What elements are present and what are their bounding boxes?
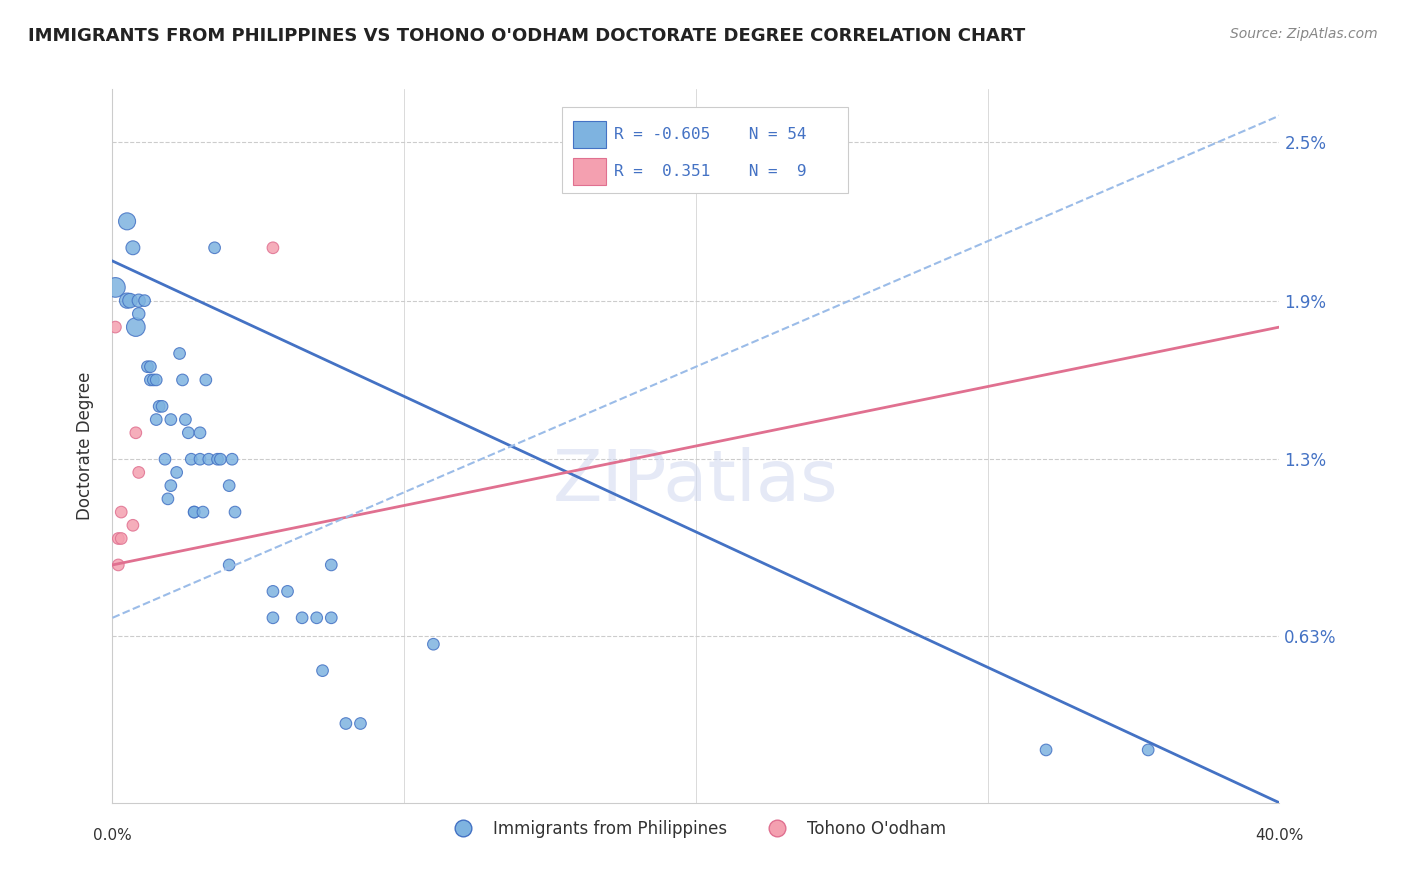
Point bbox=[262, 584, 284, 599]
Point bbox=[169, 346, 191, 360]
Point bbox=[305, 611, 328, 625]
Point bbox=[1137, 743, 1160, 757]
Text: IMMIGRANTS FROM PHILIPPINES VS TOHONO O'ODHAM DOCTORATE DEGREE CORRELATION CHART: IMMIGRANTS FROM PHILIPPINES VS TOHONO O'… bbox=[28, 27, 1025, 45]
Point bbox=[150, 400, 173, 414]
Point bbox=[145, 373, 167, 387]
Point bbox=[110, 532, 132, 546]
Point bbox=[291, 611, 314, 625]
Point bbox=[177, 425, 200, 440]
Point bbox=[139, 373, 162, 387]
Point bbox=[204, 241, 226, 255]
Point bbox=[183, 505, 205, 519]
Point bbox=[349, 716, 371, 731]
Point bbox=[104, 320, 127, 334]
Point bbox=[128, 293, 150, 308]
Point bbox=[1035, 743, 1057, 757]
Point bbox=[160, 478, 183, 492]
Point bbox=[107, 532, 129, 546]
Text: 40.0%: 40.0% bbox=[1256, 828, 1303, 843]
FancyBboxPatch shape bbox=[574, 158, 606, 185]
Text: R =  0.351    N =  9: R = 0.351 N = 9 bbox=[614, 164, 807, 178]
Point bbox=[276, 584, 298, 599]
Point bbox=[115, 214, 138, 228]
FancyBboxPatch shape bbox=[562, 107, 848, 193]
Point bbox=[183, 505, 205, 519]
Point bbox=[166, 466, 188, 480]
Point bbox=[194, 373, 217, 387]
Point bbox=[224, 505, 246, 519]
Point bbox=[156, 491, 179, 506]
Point bbox=[107, 558, 129, 572]
Point bbox=[172, 373, 194, 387]
Point bbox=[122, 518, 145, 533]
Text: ZIPatlas: ZIPatlas bbox=[553, 447, 839, 516]
Point bbox=[160, 412, 183, 426]
FancyBboxPatch shape bbox=[574, 120, 606, 148]
Point bbox=[209, 452, 232, 467]
Point bbox=[191, 505, 214, 519]
Point bbox=[422, 637, 444, 651]
Point bbox=[125, 425, 148, 440]
Text: Source: ZipAtlas.com: Source: ZipAtlas.com bbox=[1230, 27, 1378, 41]
Point bbox=[128, 466, 150, 480]
Point bbox=[321, 611, 343, 625]
Point bbox=[142, 373, 165, 387]
Point bbox=[104, 280, 127, 294]
Point bbox=[218, 558, 240, 572]
Point bbox=[145, 412, 167, 426]
Point bbox=[321, 558, 343, 572]
Point bbox=[197, 452, 219, 467]
Point bbox=[207, 452, 229, 467]
Point bbox=[188, 452, 211, 467]
Point bbox=[110, 505, 132, 519]
Point bbox=[311, 664, 333, 678]
Text: 0.0%: 0.0% bbox=[93, 828, 132, 843]
Point bbox=[125, 320, 148, 334]
Point bbox=[335, 716, 357, 731]
Point bbox=[221, 452, 243, 467]
Point bbox=[188, 425, 211, 440]
Point bbox=[122, 241, 145, 255]
Point bbox=[174, 412, 197, 426]
Point bbox=[134, 293, 156, 308]
Point bbox=[180, 452, 202, 467]
Text: R = -0.605    N = 54: R = -0.605 N = 54 bbox=[614, 127, 807, 142]
Point bbox=[262, 241, 284, 255]
Legend: Immigrants from Philippines, Tohono O'odham: Immigrants from Philippines, Tohono O'od… bbox=[439, 814, 953, 845]
Point bbox=[153, 452, 176, 467]
Point bbox=[115, 293, 138, 308]
Point bbox=[148, 400, 170, 414]
Point bbox=[139, 359, 162, 374]
Point bbox=[136, 359, 159, 374]
Point bbox=[218, 478, 240, 492]
Point bbox=[118, 293, 141, 308]
Point bbox=[128, 307, 150, 321]
Y-axis label: Doctorate Degree: Doctorate Degree bbox=[76, 372, 94, 520]
Point bbox=[262, 611, 284, 625]
